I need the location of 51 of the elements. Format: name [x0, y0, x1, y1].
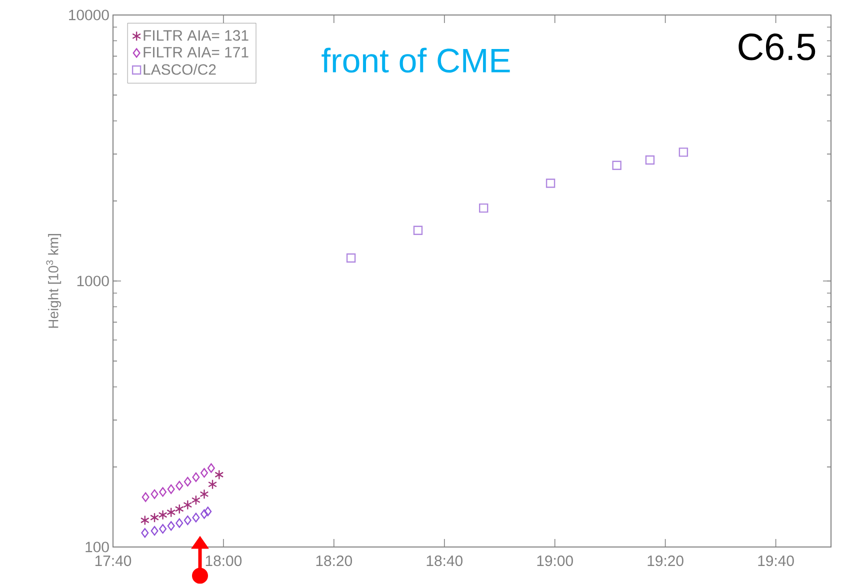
annotation: C6.5: [738, 34, 816, 60]
x-tick-label: 17:40: [95, 556, 132, 566]
point: [546, 178, 556, 188]
point: [191, 495, 200, 506]
x-tick-label: 19:20: [648, 556, 684, 566]
point: [183, 500, 192, 510]
point: [167, 484, 175, 494]
point: [200, 489, 209, 500]
point: [192, 512, 200, 522]
legend-label: FILTR AIA= 171: [144, 47, 248, 58]
point: [159, 524, 167, 534]
legend-label: FILTR AIA= 131: [144, 30, 248, 41]
x-tick-label: 19:00: [537, 556, 573, 566]
legend-label: LASCO/C2: [144, 64, 216, 75]
point: [166, 507, 176, 518]
point: [158, 510, 168, 520]
point: [192, 472, 200, 482]
point: [184, 476, 192, 487]
point: [150, 512, 160, 523]
point: [479, 204, 488, 213]
x-tick-label: 18:20: [316, 556, 352, 566]
point: [167, 521, 175, 531]
point: [204, 506, 212, 516]
point: [612, 160, 622, 170]
point: [150, 489, 158, 500]
point: [346, 254, 356, 263]
y-tick-label: 10000: [69, 10, 109, 20]
point: [645, 155, 655, 165]
y-axis-title: Height [10$^{3}$ km]: [46, 234, 62, 328]
x-tick-label: 18:00: [206, 556, 242, 566]
point: [140, 515, 150, 526]
point: [141, 528, 149, 538]
x-tick-label: 19:40: [758, 556, 794, 566]
point: [678, 148, 688, 157]
point: [174, 504, 184, 514]
point: [413, 226, 423, 236]
annotation: front of CME: [322, 48, 510, 73]
point: [200, 468, 208, 478]
point: [142, 492, 150, 502]
point: [150, 526, 158, 536]
point: [200, 509, 208, 519]
y-tick-label: 1000: [77, 276, 109, 286]
point: [159, 487, 167, 497]
point: [176, 518, 184, 528]
point: [176, 480, 184, 491]
point: [207, 463, 215, 473]
x-tick-label: 18:40: [426, 556, 462, 566]
y-tick-label: 100: [86, 542, 109, 552]
point: [184, 516, 192, 526]
point: [208, 479, 218, 490]
point: [214, 470, 224, 480]
